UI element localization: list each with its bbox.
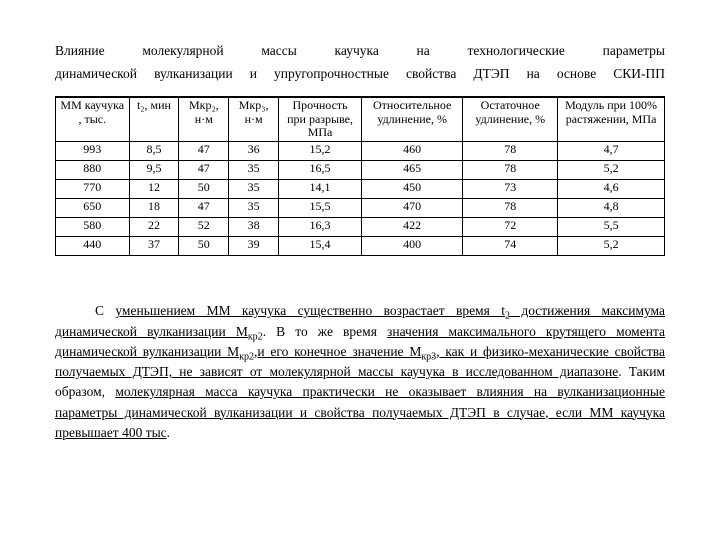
table-cell: 650 [56, 199, 130, 218]
table-header-cell: Остаточное удлинение, % [463, 97, 558, 142]
table-cell: 15,4 [279, 237, 362, 256]
table-cell: 5,2 [558, 237, 665, 256]
text: . В то же время [263, 324, 387, 339]
table-cell: 5,5 [558, 218, 665, 237]
table-header-row: ММ каучука , тыс.t₂, минMкр₂, н·мMкр₃, н… [56, 97, 665, 142]
table-cell: 15,2 [279, 142, 362, 161]
text: ,и его конечное значение М [254, 344, 421, 359]
title-block: Влияние молекулярной массы каучука на те… [55, 40, 665, 86]
table-cell: 8,5 [129, 142, 179, 161]
table-cell: 15,5 [279, 199, 362, 218]
table-cell: 470 [362, 199, 463, 218]
table-cell: 22 [129, 218, 179, 237]
table-row: 77012503514,1450734,6 [56, 180, 665, 199]
table-header-cell: Относительное удлинение, % [362, 97, 463, 142]
table-cell: 16,3 [279, 218, 362, 237]
title-line1: Влияние молекулярной массы каучука на те… [55, 43, 665, 58]
table-cell: 16,5 [279, 161, 362, 180]
table-cell: 4,7 [558, 142, 665, 161]
body-paragraph: С уменьшением ММ каучука существенно воз… [55, 301, 665, 443]
table-header-cell: Модуль при 100% растяжении, МПа [558, 97, 665, 142]
underline-3: молекулярная масса каучука практически н… [55, 384, 665, 440]
table-row: 65018473515,5470784,8 [56, 199, 665, 218]
table-cell: 36 [229, 142, 279, 161]
table-header-cell: t₂, мин [129, 97, 179, 142]
table-cell: 440 [56, 237, 130, 256]
table-cell: 38 [229, 218, 279, 237]
table-cell: 37 [129, 237, 179, 256]
table-cell: 5,2 [558, 161, 665, 180]
table-cell: 50 [179, 180, 229, 199]
table-row: 58022523816,3422725,5 [56, 218, 665, 237]
table-cell: 400 [362, 237, 463, 256]
table-cell: 422 [362, 218, 463, 237]
table-cell: 78 [463, 199, 558, 218]
sub: кр2 [248, 331, 263, 342]
table-body: 9938,5473615,2460784,78809,5473516,54657… [56, 142, 665, 256]
table-cell: 18 [129, 199, 179, 218]
table-cell: 52 [179, 218, 229, 237]
table-row: 8809,5473516,5465785,2 [56, 161, 665, 180]
table-cell: 770 [56, 180, 130, 199]
sub: кр2 [239, 351, 254, 362]
text: уменьшением ММ каучука существенно возра… [115, 303, 505, 318]
table-cell: 580 [56, 218, 130, 237]
table-cell: 4,6 [558, 180, 665, 199]
table-cell: 72 [463, 218, 558, 237]
table-cell: 35 [229, 180, 279, 199]
title-line2: динамической вулканизации и упругопрочно… [55, 66, 665, 81]
table-cell: 47 [179, 142, 229, 161]
table-cell: 460 [362, 142, 463, 161]
table-cell: 47 [179, 199, 229, 218]
table-header-cell: ММ каучука , тыс. [56, 97, 130, 142]
text: . [167, 425, 170, 440]
table-cell: 12 [129, 180, 179, 199]
table-cell: 35 [229, 199, 279, 218]
table-cell: 14,1 [279, 180, 362, 199]
sub: кр3 [421, 351, 436, 362]
table-cell: 993 [56, 142, 130, 161]
table-cell: 78 [463, 142, 558, 161]
table-cell: 35 [229, 161, 279, 180]
table-cell: 880 [56, 161, 130, 180]
data-table: ММ каучука , тыс.t₂, минMкр₂, н·мMкр₃, н… [55, 96, 665, 256]
table-cell: 9,5 [129, 161, 179, 180]
table-cell: 450 [362, 180, 463, 199]
table-cell: 4,8 [558, 199, 665, 218]
table-header-cell: Прочность при разрыве, МПа [279, 97, 362, 142]
table-cell: 50 [179, 237, 229, 256]
table-row: 9938,5473615,2460784,7 [56, 142, 665, 161]
table-row: 44037503915,4400745,2 [56, 237, 665, 256]
table-header-cell: Mкр₃, н·м [229, 97, 279, 142]
table-cell: 73 [463, 180, 558, 199]
table-header-cell: Mкр₂, н·м [179, 97, 229, 142]
table-cell: 78 [463, 161, 558, 180]
table-cell: 74 [463, 237, 558, 256]
table-cell: 47 [179, 161, 229, 180]
text: С [95, 303, 115, 318]
table-cell: 39 [229, 237, 279, 256]
table-cell: 465 [362, 161, 463, 180]
